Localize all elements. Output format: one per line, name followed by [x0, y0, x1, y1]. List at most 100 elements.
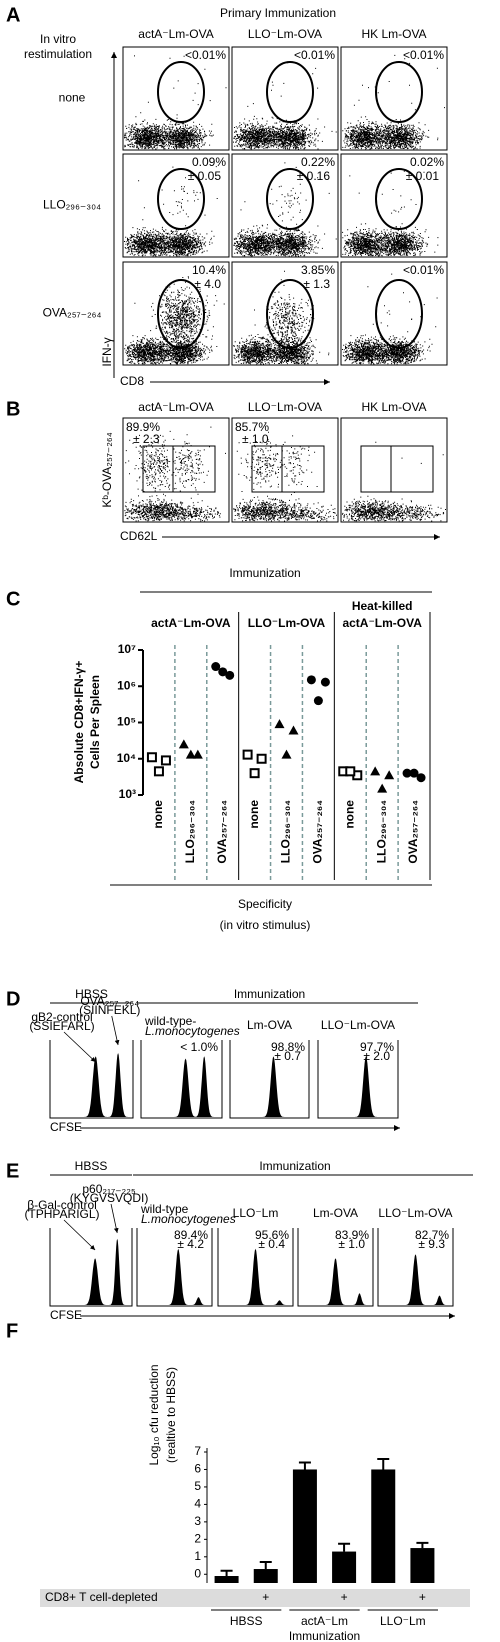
row-label: OVA₂₅₇₋₂₆₄ — [43, 306, 102, 320]
percentage: 0.02% — [410, 155, 444, 169]
peak-label: gB2-control — [31, 1010, 92, 1024]
plot-title: LLO⁻Lm — [233, 1206, 279, 1220]
error: ± 4.0 — [194, 277, 221, 291]
column-header: LLO⁻Lm-OVA — [248, 27, 322, 41]
error: ± 0.01 — [406, 169, 440, 183]
histogram-peak — [262, 1056, 285, 1117]
histogram-peak — [194, 1056, 214, 1117]
marker — [306, 675, 316, 685]
gate — [157, 279, 205, 349]
column-header: LLO⁻Lm-OVA — [248, 400, 322, 414]
marker — [160, 755, 171, 766]
row-label: LLO₂₉₆₋₃₀₄ — [43, 198, 101, 212]
x-tick-label: + — [341, 1590, 348, 1604]
panel-label: F — [6, 1320, 18, 1342]
group-label: actA⁻Lm-OVA — [151, 616, 231, 630]
percentage: 97.7% — [360, 1040, 394, 1054]
y-axis-label: Absolute CD8+IFN-γ+ — [72, 661, 86, 784]
error: ± 0.4 — [258, 1237, 285, 1251]
gate — [142, 445, 216, 493]
x-axis-label: CFSE — [50, 1120, 82, 1134]
marker — [313, 696, 323, 706]
histogram-frame — [49, 1228, 133, 1307]
marker — [218, 667, 228, 677]
x-tick-label: + — [419, 1590, 426, 1604]
group-label: Immunization — [259, 1159, 330, 1173]
plot-title: Lm-OVA — [313, 1206, 358, 1220]
percentage: 10.4% — [192, 263, 226, 277]
row-band — [40, 1589, 470, 1607]
percentage: 3.85% — [301, 263, 335, 277]
group-label: HBSS — [230, 1614, 263, 1628]
y-tick-label: 5 — [194, 1479, 201, 1493]
group-label: LLO⁻Lm — [380, 1614, 426, 1628]
histogram-peak — [167, 1248, 189, 1305]
plot-title: L.monocytogenes — [141, 1212, 236, 1226]
y-tick-label: 0 — [194, 1566, 201, 1580]
x-tick-label: LLO₂₉₆₋₃₀₄ — [183, 800, 197, 863]
marker — [281, 749, 292, 759]
column-header: actA⁻Lm-OVA — [138, 400, 213, 414]
percentage: 89.4% — [174, 1228, 208, 1242]
peak-label: p60₂₁₇₋₂₂₅ — [82, 1182, 136, 1196]
peak-sequence: (KYGVSVQDI) — [70, 1191, 149, 1205]
gate — [157, 61, 205, 123]
gate — [266, 279, 314, 349]
peak-sequence: (SIINFEKL) — [79, 1003, 140, 1017]
histogram-frame — [217, 1228, 294, 1307]
percentage: 0.09% — [192, 155, 226, 169]
peak-label: OVA₂₅₇₋₂₆₄ — [80, 994, 139, 1008]
group-label: Immunization — [234, 987, 305, 1001]
percentage: 83.9% — [335, 1228, 369, 1242]
x-axis-label: Specificity — [238, 897, 292, 911]
error: ± 0.05 — [188, 169, 222, 183]
bar — [371, 1469, 396, 1583]
gate — [157, 168, 205, 230]
marker — [256, 753, 267, 764]
panel-label: B — [6, 398, 20, 420]
gate — [375, 168, 423, 230]
marker — [274, 719, 285, 729]
column-header: actA⁻Lm-OVA — [138, 27, 213, 41]
histogram-peak — [354, 1056, 378, 1117]
row-label: CD8+ T cell-depleted — [45, 1590, 158, 1604]
histogram-peak — [432, 1295, 447, 1305]
marker — [402, 768, 412, 778]
percentage: <0.01% — [294, 48, 335, 62]
x-axis-label: CFSE — [50, 1308, 82, 1322]
y-tick-label: 10⁶ — [117, 678, 136, 692]
histogram-peak — [405, 1254, 426, 1305]
group-label: LLO⁻Lm-OVA — [248, 616, 326, 630]
dot-cloud — [124, 166, 218, 257]
dot-cloud — [233, 422, 337, 522]
percentage: 85.7% — [235, 420, 269, 434]
histogram-frame — [229, 1040, 310, 1119]
error: ± 0.7 — [274, 1049, 301, 1063]
dot-cloud — [342, 273, 438, 365]
histogram-peak — [245, 1248, 266, 1305]
y-tick-label: 10⁷ — [118, 642, 136, 656]
marker — [211, 662, 221, 672]
group-label: HBSS — [75, 1159, 108, 1173]
gate — [251, 445, 325, 493]
panel-label: E — [6, 1160, 19, 1182]
panel-title: Primary Immunization — [220, 6, 336, 20]
histogram-peak — [272, 1300, 287, 1305]
x-tick-label: LLO₂₉₆₋₃₀₄ — [374, 800, 388, 863]
error-bar — [259, 1561, 272, 1570]
marker — [377, 783, 388, 793]
error: ± 2.0 — [363, 1049, 390, 1063]
plot-title: LLO⁻Lm-OVA — [378, 1206, 452, 1220]
y-axis-label: Log₁₀ cfu reduction — [147, 1364, 161, 1465]
error: ± 1.0 — [242, 432, 269, 446]
peak-arrow — [111, 1015, 120, 1046]
bar — [253, 1569, 278, 1583]
dot-cloud — [124, 55, 227, 150]
peak-arrow — [63, 1219, 96, 1251]
gate — [266, 61, 314, 123]
peak-label: β-Gal-control — [27, 1198, 97, 1212]
column-header: HK Lm-OVA — [361, 27, 426, 41]
marker — [409, 768, 419, 778]
y-axis-label: Cells Per Spleen — [88, 675, 102, 769]
